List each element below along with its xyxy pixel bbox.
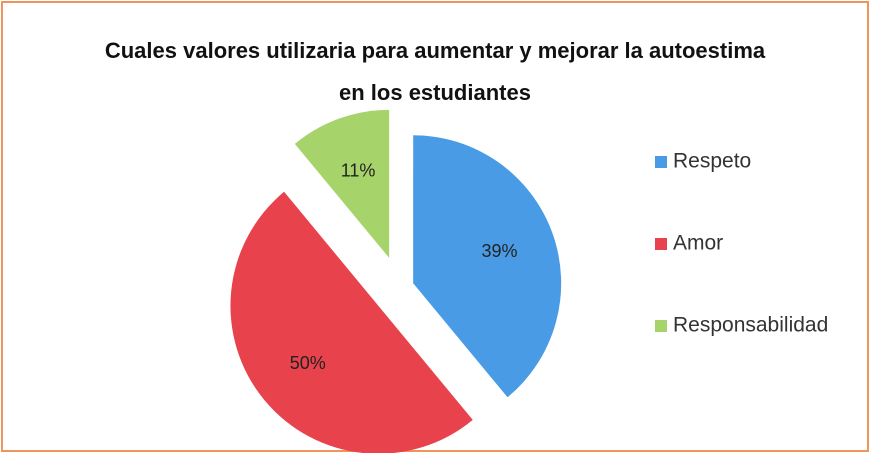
legend-label: Respeto bbox=[673, 150, 751, 173]
pie-slice bbox=[230, 191, 473, 453]
legend-label: Amor bbox=[673, 232, 723, 255]
pie-slice bbox=[413, 135, 562, 398]
legend-label: Responsabilidad bbox=[673, 314, 828, 337]
pie-slice bbox=[294, 109, 390, 258]
data-label: 50% bbox=[290, 353, 326, 373]
legend-swatch bbox=[655, 238, 667, 250]
legend-swatch bbox=[655, 320, 667, 332]
legend-swatch bbox=[655, 156, 667, 168]
data-label: 39% bbox=[481, 241, 517, 261]
chart-title: Cuales valores utilizaria para aumentar … bbox=[104, 38, 766, 105]
data-label: 11% bbox=[341, 160, 376, 180]
